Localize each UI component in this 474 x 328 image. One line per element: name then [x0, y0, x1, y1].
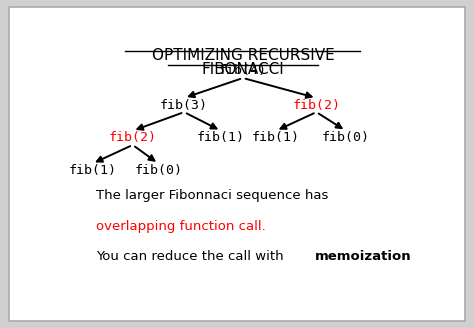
Text: fib(0): fib(0) — [135, 164, 182, 177]
Text: You can reduce the call with: You can reduce the call with — [96, 250, 288, 263]
Text: fib(2): fib(2) — [292, 98, 340, 112]
Text: fib(4): fib(4) — [219, 64, 267, 77]
Text: fib(0): fib(0) — [322, 131, 370, 144]
Text: fib(1): fib(1) — [197, 131, 245, 144]
Text: memoization: memoization — [315, 250, 411, 263]
Text: fib(2): fib(2) — [109, 131, 157, 144]
Text: fib(3): fib(3) — [160, 98, 208, 112]
Text: fib(1): fib(1) — [252, 131, 300, 144]
Text: FIBONACCI: FIBONACCI — [201, 62, 284, 77]
Text: fib(1): fib(1) — [68, 164, 116, 177]
Text: overlapping function call.: overlapping function call. — [96, 220, 266, 233]
Text: OPTIMIZING RECURSIVE: OPTIMIZING RECURSIVE — [152, 48, 334, 63]
Text: The larger Fibonnaci sequence has: The larger Fibonnaci sequence has — [96, 190, 328, 202]
